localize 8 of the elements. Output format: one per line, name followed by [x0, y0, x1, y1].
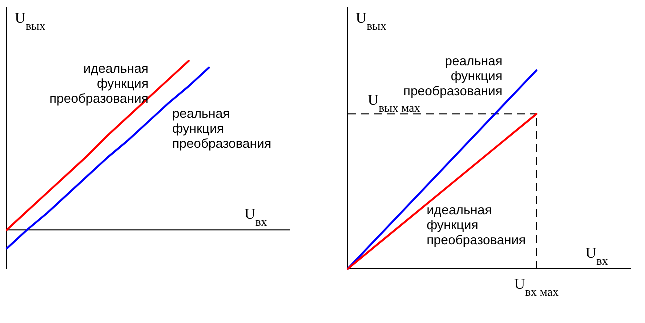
y-axis-title: U$_{вых}$	[15, 11, 46, 33]
x-axis-title: U$_{вх}$	[244, 207, 268, 230]
annotation: идеальная функция преобразования	[426, 202, 526, 248]
annotation: идеальная функция преобразования	[50, 60, 149, 106]
y-axis-title: U$_{вых}$	[356, 11, 387, 33]
x-axis-title: U$_{вх}$	[586, 246, 608, 268]
annotation: реальная функция преобразования	[172, 106, 272, 151]
text: U$_{вх мах}$	[514, 277, 559, 299]
